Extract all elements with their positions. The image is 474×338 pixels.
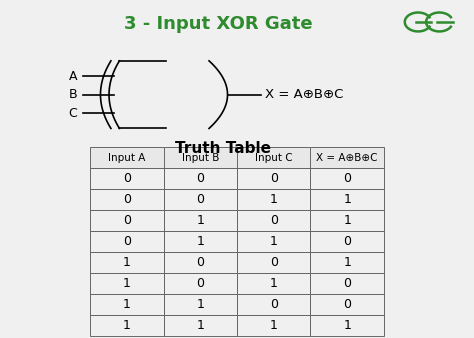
Bar xyxy=(310,147,384,168)
Bar xyxy=(90,231,164,252)
Bar xyxy=(237,252,310,273)
Text: 0: 0 xyxy=(123,172,131,185)
Bar xyxy=(90,147,164,168)
Text: 0: 0 xyxy=(343,172,351,185)
Text: 1: 1 xyxy=(123,256,131,269)
Text: 1: 1 xyxy=(343,256,351,269)
Text: 1: 1 xyxy=(196,235,204,248)
Bar xyxy=(310,252,384,273)
Bar xyxy=(310,294,384,315)
Bar xyxy=(90,147,164,168)
Bar xyxy=(237,315,310,336)
Bar xyxy=(90,273,164,294)
Text: 0: 0 xyxy=(343,235,351,248)
Text: C: C xyxy=(69,107,77,120)
Text: 1: 1 xyxy=(196,298,204,311)
Text: 1: 1 xyxy=(123,298,131,311)
Bar xyxy=(164,273,237,294)
Bar xyxy=(237,168,310,189)
Text: 1: 1 xyxy=(196,319,204,332)
Bar xyxy=(164,147,237,168)
Bar xyxy=(310,273,384,294)
Bar xyxy=(164,252,237,273)
Text: 1: 1 xyxy=(270,277,278,290)
Bar xyxy=(237,189,310,210)
Text: 3 - Input XOR Gate: 3 - Input XOR Gate xyxy=(124,15,312,33)
Text: 1: 1 xyxy=(123,319,131,332)
Bar xyxy=(237,210,310,231)
Text: 0: 0 xyxy=(196,172,204,185)
Text: 0: 0 xyxy=(196,277,204,290)
Bar xyxy=(237,273,310,294)
Bar xyxy=(310,210,384,231)
Bar xyxy=(310,168,384,189)
Bar xyxy=(237,147,310,168)
Text: A: A xyxy=(69,70,77,82)
Text: 1: 1 xyxy=(343,214,351,227)
Bar xyxy=(310,147,384,168)
Bar xyxy=(237,294,310,315)
Text: 0: 0 xyxy=(270,172,278,185)
Bar xyxy=(90,189,164,210)
Text: 0: 0 xyxy=(343,277,351,290)
Bar xyxy=(90,252,164,273)
Text: Input C: Input C xyxy=(255,152,292,163)
Bar xyxy=(164,147,237,168)
Bar xyxy=(164,315,237,336)
Text: 1: 1 xyxy=(270,193,278,206)
Text: 1: 1 xyxy=(196,214,204,227)
Bar xyxy=(310,189,384,210)
Text: 0: 0 xyxy=(196,193,204,206)
Text: 0: 0 xyxy=(270,256,278,269)
Text: 1: 1 xyxy=(270,319,278,332)
Text: 1: 1 xyxy=(123,277,131,290)
Text: 1: 1 xyxy=(343,193,351,206)
Bar xyxy=(237,147,310,168)
Bar xyxy=(164,231,237,252)
Bar xyxy=(90,294,164,315)
Bar xyxy=(310,315,384,336)
Bar xyxy=(90,210,164,231)
Text: Input B: Input B xyxy=(182,152,219,163)
Text: X = A⊕B⊕C: X = A⊕B⊕C xyxy=(265,88,344,101)
Text: Truth Table: Truth Table xyxy=(175,141,271,156)
Bar xyxy=(164,168,237,189)
Bar xyxy=(164,294,237,315)
Bar xyxy=(90,315,164,336)
Bar xyxy=(237,231,310,252)
Text: 0: 0 xyxy=(343,298,351,311)
Text: B: B xyxy=(69,88,77,101)
Text: 0: 0 xyxy=(123,214,131,227)
Text: X = A⊕B⊕C: X = A⊕B⊕C xyxy=(317,152,378,163)
Text: 1: 1 xyxy=(270,235,278,248)
Bar xyxy=(164,210,237,231)
Text: 0: 0 xyxy=(123,235,131,248)
Text: 1: 1 xyxy=(343,319,351,332)
Text: 0: 0 xyxy=(196,256,204,269)
Text: 0: 0 xyxy=(123,193,131,206)
Bar xyxy=(164,189,237,210)
Text: Input A: Input A xyxy=(108,152,146,163)
Text: 0: 0 xyxy=(270,298,278,311)
Bar xyxy=(310,231,384,252)
Text: 0: 0 xyxy=(270,214,278,227)
Bar xyxy=(90,168,164,189)
